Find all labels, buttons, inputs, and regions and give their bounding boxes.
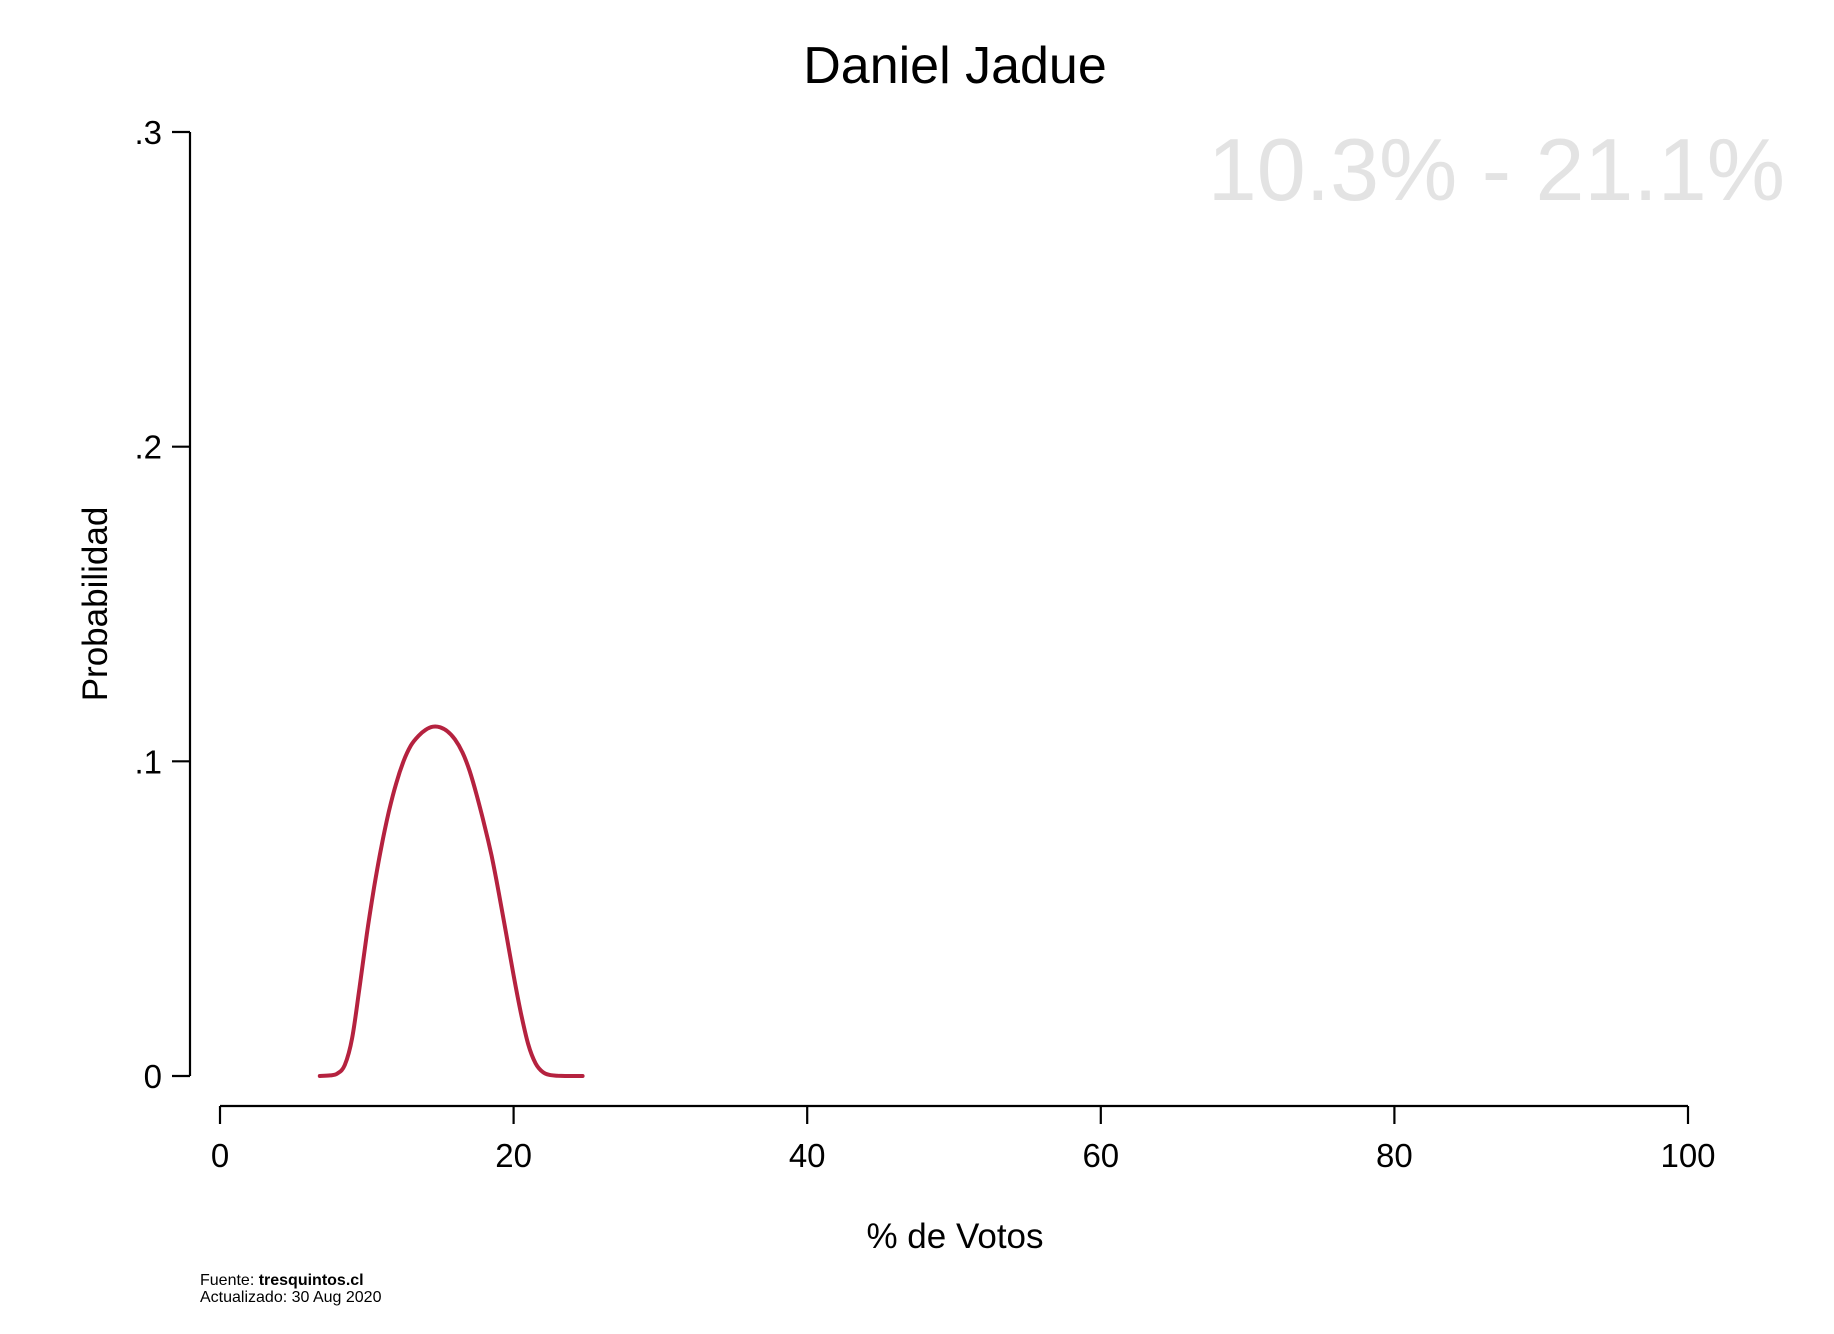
x-axis-ticks: 0 20 40 60 80 100 bbox=[211, 1106, 1716, 1174]
x-tick-label: 80 bbox=[1376, 1137, 1413, 1174]
x-tick-label: 40 bbox=[789, 1137, 826, 1174]
footer-source-link[interactable]: tresquintos.cl bbox=[258, 1272, 364, 1289]
y-axis-label: Probabilidad bbox=[76, 507, 115, 702]
footer-updated: Actualizado: 30 Aug 2020 bbox=[200, 1289, 382, 1306]
footer-source-label: Fuente: bbox=[200, 1272, 259, 1289]
chart-title: Daniel Jadue bbox=[803, 37, 1107, 95]
x-tick-label: 0 bbox=[211, 1137, 229, 1174]
x-tick-label: 20 bbox=[495, 1137, 532, 1174]
y-axis-ticks: 0 .1 .2 .3 bbox=[134, 114, 190, 1095]
y-tick-label: 0 bbox=[144, 1058, 162, 1095]
footer: Fuente: tresquintos.cl Actualizado: 30 A… bbox=[200, 1272, 381, 1306]
series-group bbox=[317, 724, 585, 1079]
y-tick-label: .1 bbox=[134, 743, 162, 780]
y-tick-label: .3 bbox=[134, 114, 162, 151]
x-tick-label: 60 bbox=[1082, 1137, 1119, 1174]
x-axis-label: % de Votos bbox=[866, 1217, 1043, 1256]
y-tick-label: .2 bbox=[134, 429, 162, 466]
range-annotation: 10.3% - 21.1% bbox=[1208, 120, 1785, 219]
x-tick-label: 100 bbox=[1660, 1137, 1715, 1174]
density-curve-line bbox=[317, 724, 585, 1079]
footer-source: Fuente: tresquintos.cl bbox=[200, 1272, 381, 1289]
